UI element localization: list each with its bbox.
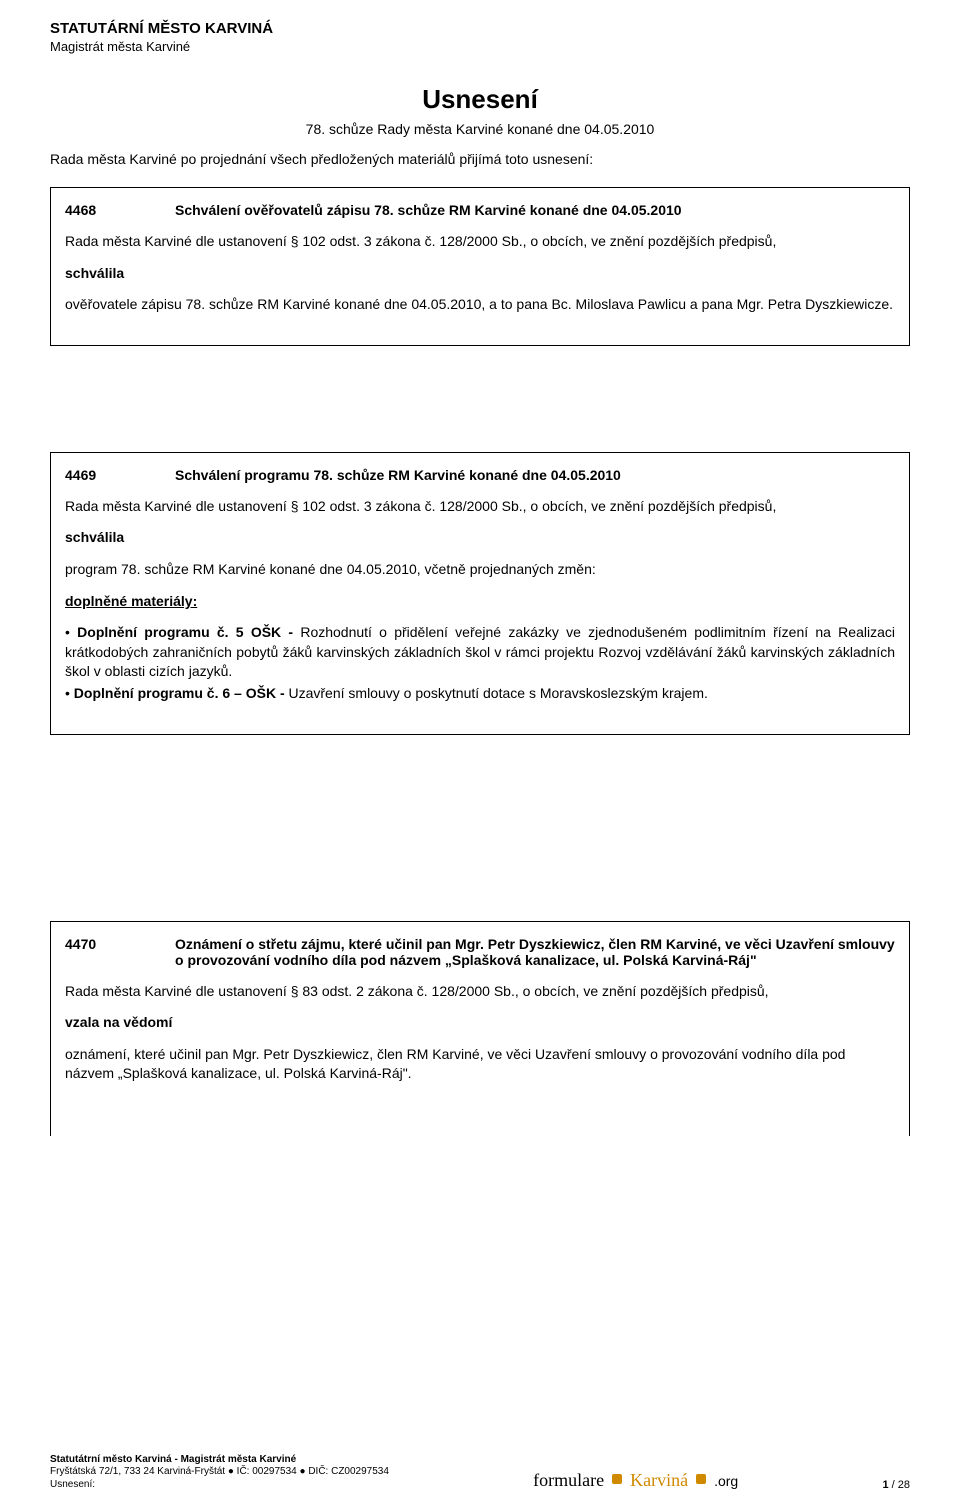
page-number: 1 / 28 — [882, 1479, 910, 1491]
document-subtitle: 78. schůze Rady města Karviné konané dne… — [50, 121, 910, 137]
document-title: Usnesení — [50, 84, 910, 115]
resolution-action: schválila — [65, 264, 895, 284]
resolution-bullet: • Doplnění programu č. 6 – OŠK - Uzavřen… — [65, 684, 895, 704]
page-footer: Statutátrní město Karviná - Magistrát mě… — [50, 1454, 910, 1492]
resolution-body: Rada města Karviné dle ustanovení § 102 … — [65, 497, 895, 704]
resolution-body: Rada města Karviné dle ustanovení § 83 o… — [65, 982, 895, 1084]
resolution-action: schválila — [65, 528, 895, 548]
resolution-number: 4469 — [65, 467, 175, 483]
footer-left: Statutátrní město Karviná - Magistrát mě… — [50, 1454, 389, 1492]
logo-text-formulare: formulare — [533, 1470, 604, 1491]
resolution-title: Schválení programu 78. schůze RM Karviné… — [175, 467, 895, 483]
logo-dot-icon — [612, 1474, 622, 1484]
spacer — [50, 352, 910, 452]
resolution-sublabel: doplněné materiály: — [65, 592, 895, 612]
resolution-para: program 78. schůze RM Karviné konané dne… — [65, 560, 895, 580]
resolution-header: 4469 Schválení programu 78. schůze RM Ka… — [65, 467, 895, 483]
footer-doc-label: Usnesení: — [50, 1479, 389, 1492]
resolution-block: 4470 Oznámení o střetu zájmu, které učin… — [50, 921, 910, 1136]
header-suborg: Magistrát města Karviné — [50, 39, 910, 54]
resolution-block: 4469 Schválení programu 78. schůze RM Ka… — [50, 452, 910, 735]
resolution-para: ověřovatele zápisu 78. schůze RM Karviné… — [65, 295, 895, 315]
resolution-bullet: • Doplnění programu č. 5 OŠK - Rozhodnut… — [65, 623, 895, 682]
logo-dot-icon — [696, 1474, 706, 1484]
footer-logo: formulare Karviná .org — [389, 1470, 883, 1491]
footer-org: Statutátrní město Karviná - Magistrát mě… — [50, 1454, 389, 1467]
resolution-header: 4468 Schválení ověřovatelů zápisu 78. sc… — [65, 202, 895, 218]
resolution-para: Rada města Karviné dle ustanovení § 102 … — [65, 232, 895, 252]
logo-text-karvina: Karviná — [630, 1470, 688, 1491]
resolution-para: oznámení, které učinil pan Mgr. Petr Dys… — [65, 1045, 895, 1084]
resolution-number: 4468 — [65, 202, 175, 218]
header-org: STATUTÁRNÍ MĚSTO KARVINÁ — [50, 20, 910, 37]
resolution-title: Schválení ověřovatelů zápisu 78. schůze … — [175, 202, 895, 218]
resolution-action: vzala na vědomí — [65, 1013, 895, 1033]
spacer — [50, 741, 910, 921]
footer-address: Fryštátská 72/1, 733 24 Karviná-Fryštát … — [50, 1466, 389, 1479]
resolution-title: Oznámení o střetu zájmu, které učinil pa… — [175, 936, 895, 968]
resolution-para: Rada města Karviné dle ustanovení § 102 … — [65, 497, 895, 517]
document-intro: Rada města Karviné po projednání všech p… — [50, 151, 910, 167]
resolution-header: 4470 Oznámení o střetu zájmu, které učin… — [65, 936, 895, 968]
resolution-block: 4468 Schválení ověřovatelů zápisu 78. sc… — [50, 187, 910, 346]
resolution-para: Rada města Karviné dle ustanovení § 83 o… — [65, 982, 895, 1002]
resolution-body: Rada města Karviné dle ustanovení § 102 … — [65, 232, 895, 315]
document-page: STATUTÁRNÍ MĚSTO KARVINÁ Magistrát města… — [0, 0, 960, 1503]
resolution-number: 4470 — [65, 936, 175, 952]
logo-text-org: .org — [714, 1473, 738, 1489]
